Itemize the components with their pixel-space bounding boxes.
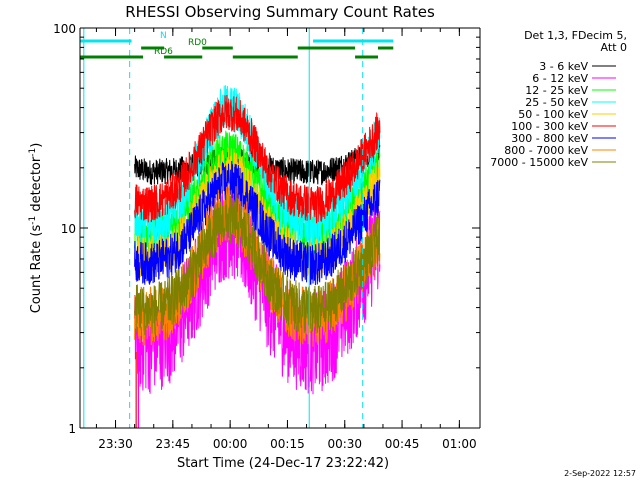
legend-header-line-1: Det 1,3, FDecim 5, [524, 29, 627, 42]
legend-label-8: 800 - 7000 keV [504, 144, 588, 157]
marker-n-label: N [160, 31, 167, 41]
x-tick-label-4: 00:15 [270, 437, 305, 451]
chart-title: RHESSI Observing Summary Count Rates [125, 3, 435, 21]
x-axis-label: Start Time (24-Dec-17 23:22:42) [177, 456, 389, 471]
x-tick-label-1: 23:30 [98, 437, 133, 451]
axes: 1 10 100 23:30 23:45 00:00 00:15 00:30 00:45 01:0… [53, 22, 481, 451]
marker-rd0-label: RD0 [188, 38, 207, 48]
legend-label-2: 6 - 12 keV [532, 72, 588, 85]
x-tick-label-2: 23:45 [156, 437, 191, 451]
legend-label-9: 7000 - 15000 keV [490, 156, 588, 169]
legend-label-3: 12 - 25 keV [525, 84, 588, 97]
x-tick-label-5: 00:30 [327, 437, 362, 451]
y-axis-label-exp2: -1 [28, 148, 38, 157]
legend-label-4: 25 - 50 keV [525, 96, 588, 109]
series-line-9 [134, 194, 381, 336]
y-axis-label-mid: detector [29, 156, 44, 216]
marker-rd6-label: RD6 [154, 47, 173, 57]
mode-markers: N RD0 RD6 [80, 28, 394, 428]
legend-header-line-2: Att 0 [601, 41, 627, 54]
x-tick-label-6: 00:45 [385, 437, 420, 451]
y-axis-label-exp1: -1 [28, 216, 38, 225]
legend-label-1: 3 - 6 keV [539, 60, 588, 73]
legend-label-6: 100 - 300 keV [511, 120, 588, 133]
legend-label-5: 50 - 100 keV [518, 108, 588, 121]
x-tick-label-7: 01:00 [442, 437, 477, 451]
y-axis-label-end: ) [29, 143, 44, 148]
plot-area [134, 85, 381, 428]
y-tick-label-3: 100 [53, 22, 76, 36]
y-axis-label: Count Rate (s-1 detector-1) [28, 143, 44, 314]
x-tick-label-3: 00:00 [213, 437, 248, 451]
legend-label-7: 300 - 800 keV [511, 132, 588, 145]
generation-timestamp: 2-Sep-2022 12:57 [564, 469, 636, 478]
series-line-7 [134, 160, 381, 286]
y-axis-label-main: Count Rate (s [29, 225, 44, 314]
y-tick-label-2: 10 [61, 222, 76, 236]
y-tick-label-1: 1 [68, 422, 76, 436]
series-line-6 [134, 94, 381, 224]
